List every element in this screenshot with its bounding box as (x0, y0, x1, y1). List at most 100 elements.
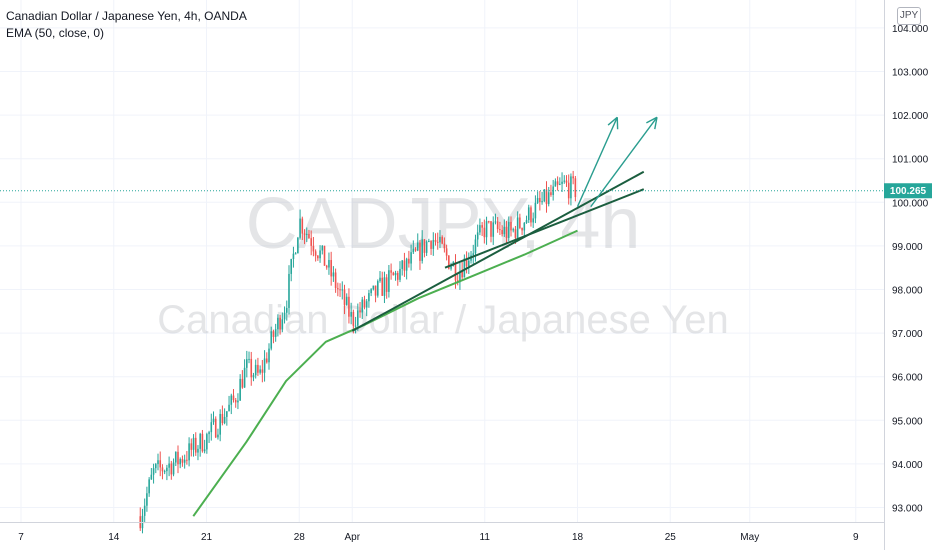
candle-body (554, 181, 557, 187)
candle-body (574, 178, 577, 198)
candle-body (481, 225, 483, 228)
candle-body (166, 467, 168, 472)
candle-body (474, 239, 477, 254)
arrow-line (590, 116, 658, 208)
arrow-head (646, 116, 658, 124)
candle-body (214, 418, 217, 438)
candle-body (359, 310, 361, 313)
candle-body (459, 271, 461, 283)
candle-body (230, 395, 233, 405)
symbol-title[interactable]: Canadian Dollar / Japanese Yen, 4h, OAND… (6, 9, 247, 23)
indicator-label[interactable]: EMA (50, close, 0) (6, 26, 105, 40)
price-tick-label: 95.000 (892, 416, 923, 427)
candle-body (547, 192, 550, 205)
candle-body (301, 218, 304, 234)
candle-body (170, 463, 173, 475)
candle-body (228, 404, 230, 412)
trendline (444, 188, 645, 269)
candle-body (186, 459, 188, 461)
candle-body (368, 293, 370, 302)
candle-body (525, 220, 528, 223)
price-tick-label: 101.000 (892, 155, 929, 166)
candle-body (179, 459, 182, 465)
candle-body (203, 449, 206, 452)
candle-body (483, 227, 486, 238)
candle-body (168, 463, 170, 468)
candle-body (381, 277, 384, 296)
price-tick-label: 97.000 (892, 329, 923, 340)
candle-body (283, 312, 286, 320)
candle-body (403, 260, 406, 271)
time-tick-label: 7 (18, 532, 24, 543)
candle-body (206, 434, 208, 450)
candle-body (339, 289, 341, 291)
candle-body (308, 233, 310, 239)
candle-body (323, 245, 326, 266)
candle-body (263, 358, 266, 373)
time-tick-label: 18 (572, 532, 584, 543)
candle-body (150, 474, 153, 480)
candle-body (299, 218, 301, 238)
price-tick-label: 99.000 (892, 242, 923, 253)
candle-body (374, 285, 377, 296)
candle-body (212, 418, 215, 423)
candle-body (521, 227, 523, 231)
candle-body (399, 268, 401, 280)
candle-body (183, 459, 186, 463)
candle-body (503, 226, 506, 235)
candle-body (152, 468, 155, 475)
candle-body (534, 202, 537, 219)
candle-body (479, 225, 481, 233)
candle-body (519, 217, 521, 228)
price-tick-label: 96.000 (892, 373, 923, 384)
candle-body (194, 437, 197, 453)
candle-body (270, 331, 273, 349)
candle-body (190, 443, 193, 450)
candle-body (514, 229, 517, 238)
currency-button[interactable]: JPY (897, 7, 921, 25)
current-price-label: 100.265 (884, 183, 932, 199)
candle-body (430, 240, 432, 249)
candle-body (217, 434, 219, 438)
candle-body (161, 467, 164, 472)
candle-body (476, 232, 479, 240)
candle-body (192, 437, 195, 450)
price-tick-label: 100.000 (892, 198, 929, 209)
time-tick-label: Apr (344, 532, 360, 543)
trendline (351, 170, 645, 332)
candle-body (157, 460, 159, 465)
candle-body (390, 270, 392, 273)
candle-body (337, 288, 339, 290)
candle-body (317, 255, 319, 259)
candle-body (350, 311, 352, 317)
candle-body (277, 317, 279, 330)
candle-body (499, 229, 501, 231)
candle-body (237, 400, 239, 403)
candle-body (290, 259, 293, 274)
candle-body (352, 311, 355, 326)
candle-body (472, 253, 475, 256)
candle-body (310, 238, 312, 246)
candle-body (261, 369, 264, 373)
watermark-name: Canadian Dollar / Japanese Yen (157, 298, 729, 342)
candle-body (325, 265, 328, 268)
candle-body (396, 272, 399, 280)
candle-body (221, 413, 224, 424)
candle-body (401, 260, 404, 269)
candle-body (201, 433, 204, 452)
current-price-value: 100.265 (890, 186, 927, 197)
trendline-drawings (351, 116, 658, 332)
candle-body (510, 221, 512, 231)
candle-body (239, 378, 241, 401)
candle-body (572, 176, 574, 179)
candle-body (461, 271, 463, 278)
candle-body (330, 260, 332, 277)
candle-body (363, 299, 366, 308)
candle-body (294, 253, 297, 255)
candle-body (361, 299, 364, 313)
candle-body (232, 395, 235, 401)
candle-body (494, 221, 497, 223)
candle-body (561, 181, 563, 184)
candle-body (146, 493, 148, 506)
